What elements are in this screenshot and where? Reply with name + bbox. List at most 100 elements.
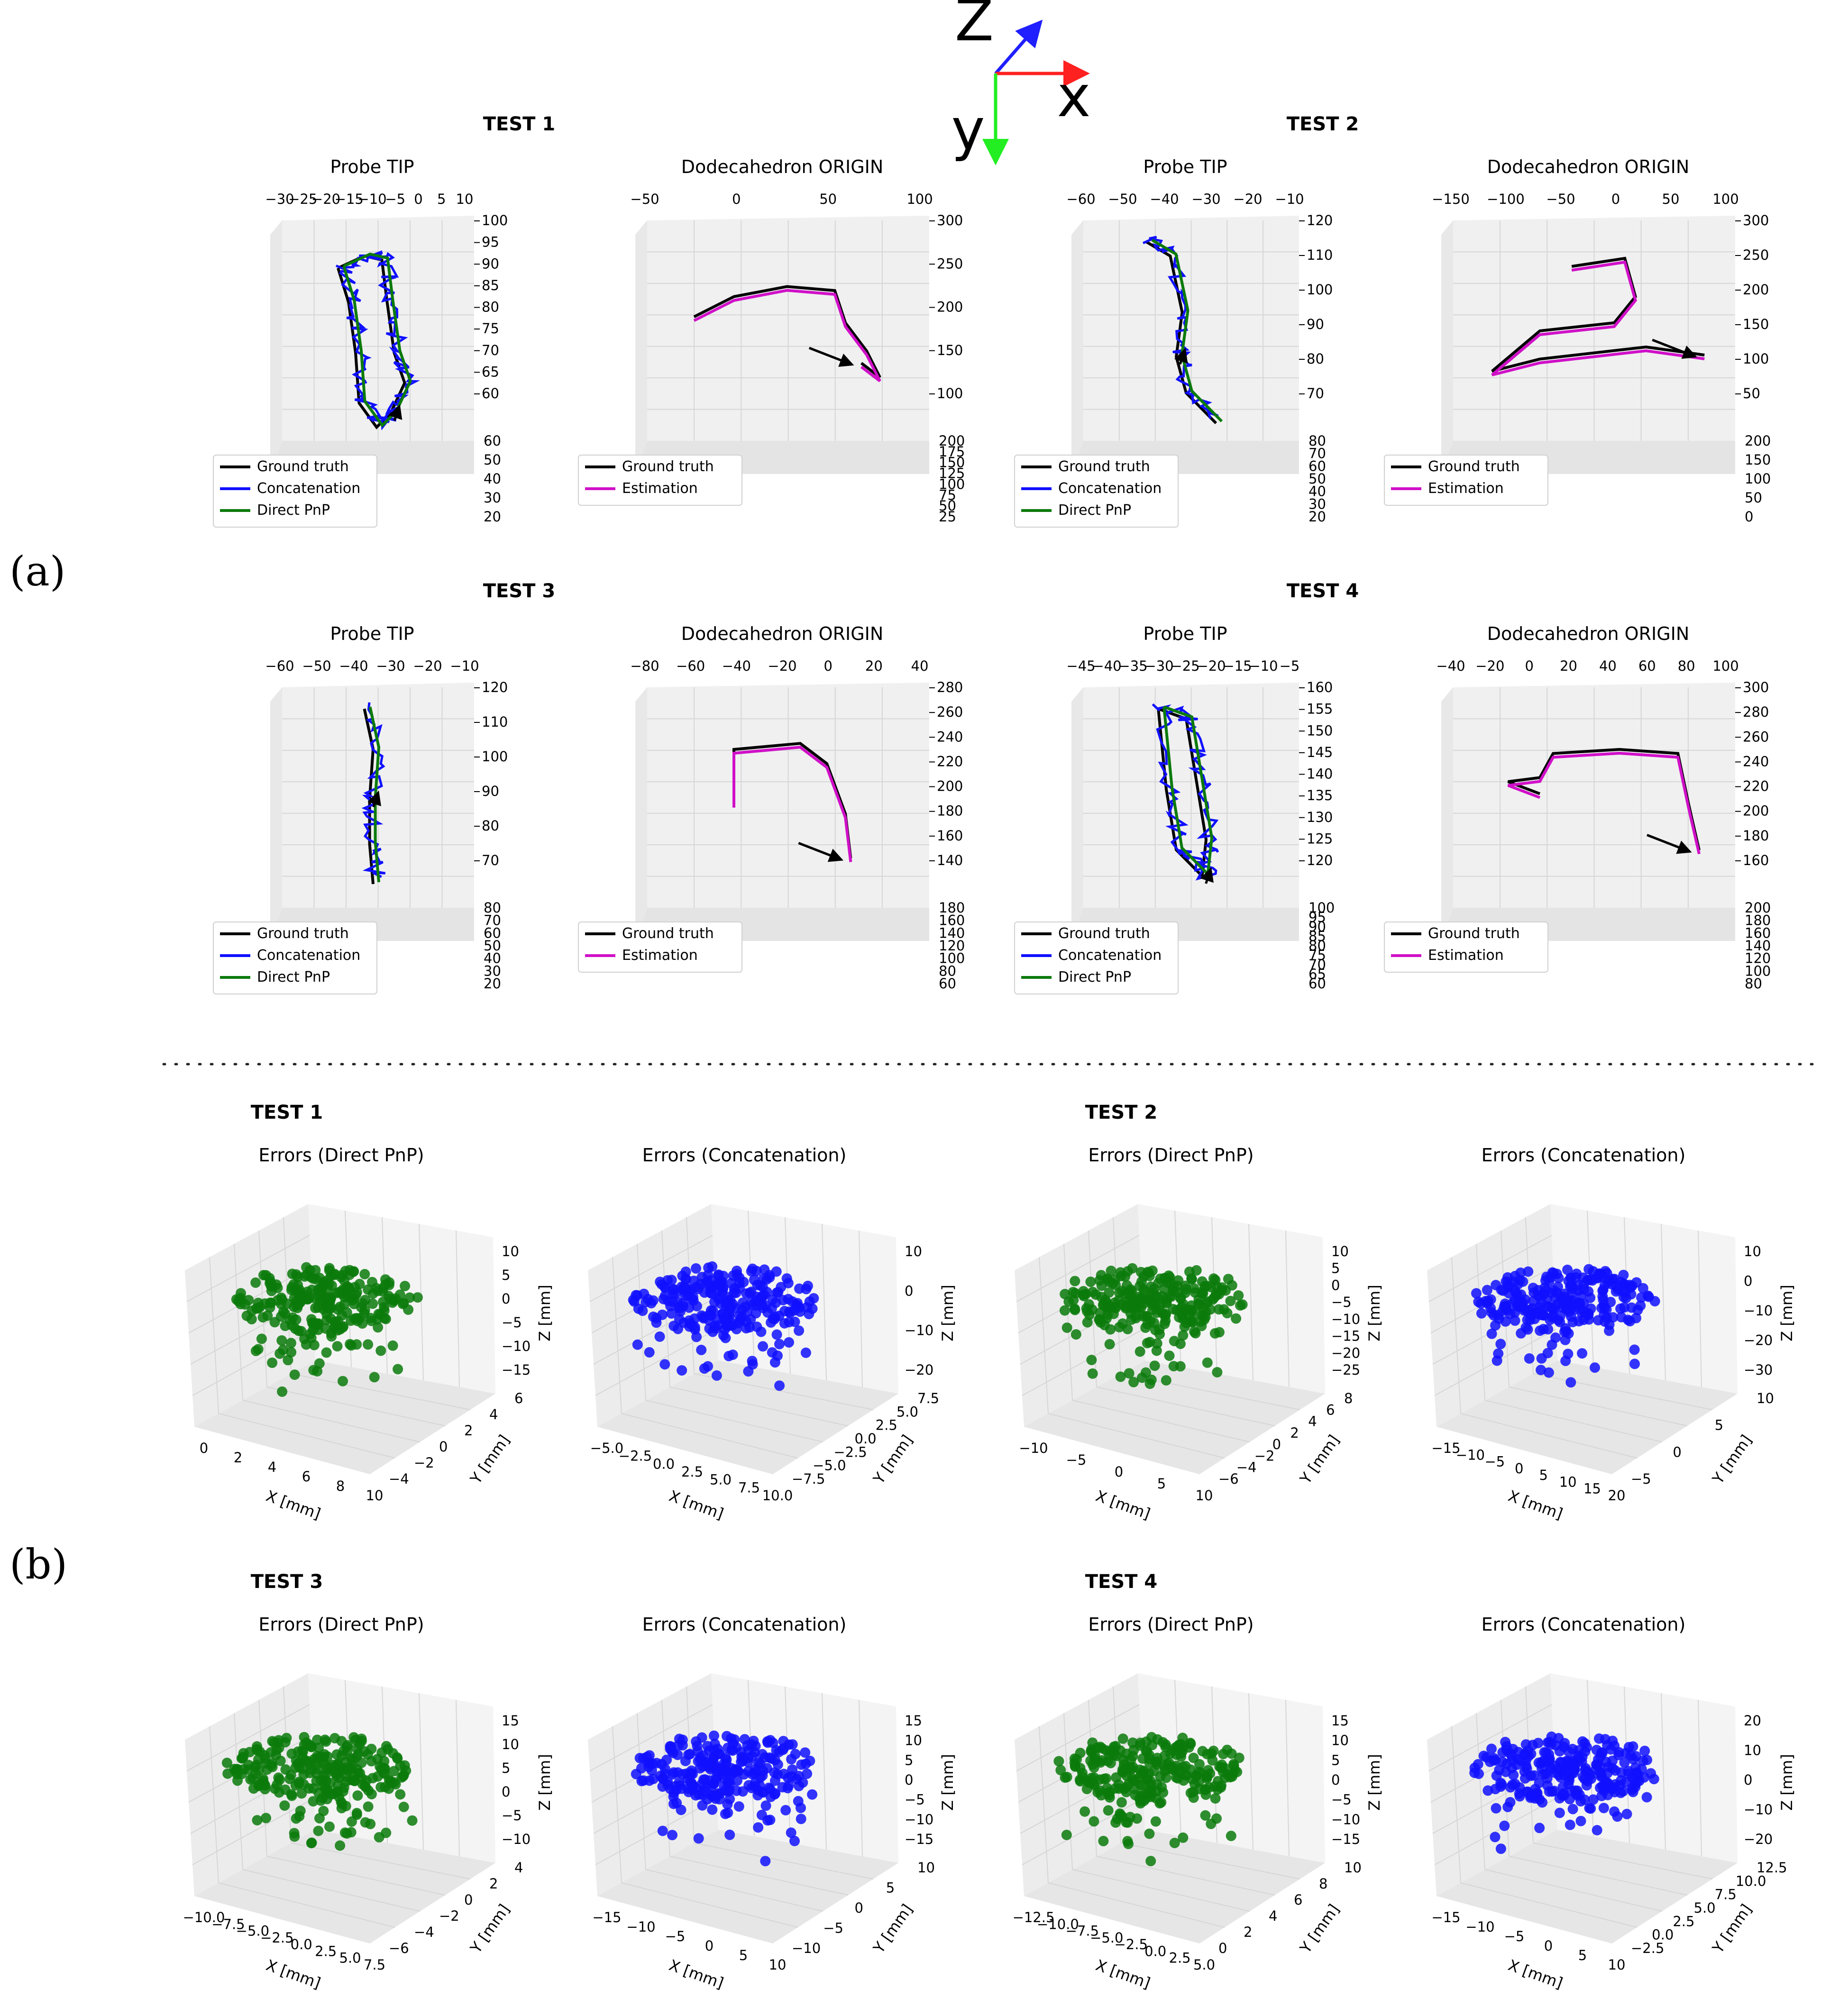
error-point [761, 1286, 772, 1297]
error-point [1551, 1268, 1562, 1279]
y-tick-label: 50 [484, 938, 501, 954]
x-tick-label: −7.5 [1066, 1923, 1099, 1939]
error-point [323, 1278, 334, 1289]
x-tick-label: −10 [1249, 658, 1278, 674]
y-tick-label: 2.5 [876, 1417, 897, 1433]
x-tick-label: −15 [335, 191, 364, 207]
error-point [338, 1284, 348, 1295]
x-tick-label: −30 [376, 658, 405, 674]
error-point [234, 1294, 245, 1305]
x-tick-label: −2.5 [1115, 1936, 1148, 1952]
y-tick-label: −5 [823, 1920, 843, 1936]
error-point [375, 1782, 386, 1793]
error-point [667, 1830, 677, 1841]
legend-label: Ground truth [1428, 925, 1520, 942]
error-point [1096, 1790, 1107, 1801]
z-tick-label: 140 [937, 852, 963, 868]
y-tick-label: −4 [414, 1924, 434, 1940]
y-tick-label: 150 [1745, 452, 1771, 468]
error-point [1594, 1268, 1605, 1279]
plot-title: Probe TIP [330, 623, 414, 644]
y-tick-label: 175 [939, 444, 965, 460]
z-tick-label: 120 [1307, 212, 1333, 228]
error-point [1142, 1774, 1153, 1785]
x-tick-label: −5.0 [1090, 1930, 1123, 1946]
error-point [1632, 1304, 1643, 1315]
error-point [232, 1764, 243, 1775]
y-tick-label: 20 [484, 976, 501, 992]
error-point [1161, 1309, 1171, 1319]
error-point [365, 1818, 376, 1829]
z-tick-label: −10 [905, 1811, 933, 1827]
error-point [1149, 1360, 1160, 1371]
error-point [688, 1276, 699, 1286]
y-tick-label: 70 [1308, 446, 1326, 462]
z-axis-label: Z [mm] [536, 1754, 554, 1810]
error-point [770, 1312, 781, 1322]
y-tick-label: 6 [514, 1390, 523, 1406]
y-tick-label: 0 [1745, 509, 1753, 525]
legend-box [1384, 455, 1548, 506]
z-tick-label: 125 [1307, 830, 1333, 847]
x-tick-label: 7.5 [738, 1479, 760, 1496]
error-point [1126, 1314, 1137, 1325]
error-point [404, 1292, 415, 1303]
error-point [751, 1291, 762, 1302]
error-point [1087, 1286, 1098, 1297]
grid-line [209, 1726, 219, 1883]
error-point [774, 1339, 785, 1350]
error-point [1546, 1312, 1557, 1323]
grid-line [234, 1243, 243, 1401]
test-label: TEST 3 [483, 580, 555, 602]
floor-pane [194, 1830, 495, 1943]
error-point [1636, 1292, 1647, 1303]
error-point [771, 1329, 782, 1340]
test-label: TEST 1 [251, 1102, 323, 1123]
error-point [1159, 1284, 1170, 1294]
error-point [1502, 1802, 1513, 1812]
error-point [1521, 1761, 1532, 1771]
error-point [659, 1763, 670, 1774]
y-tick-label: 6 [1326, 1402, 1335, 1418]
grid-line [859, 1230, 863, 1387]
error-point [1070, 1304, 1080, 1315]
x-tick-label: −60 [265, 658, 294, 674]
grid-line [186, 1704, 310, 1771]
error-point [1579, 1279, 1589, 1290]
y-tick-label: 20 [1308, 509, 1326, 525]
z-tick-label: 0 [905, 1283, 913, 1299]
error-point [1095, 1317, 1106, 1328]
error-point [324, 1821, 335, 1832]
error-point [778, 1769, 789, 1779]
y-tick-label: −4 [1236, 1460, 1257, 1476]
legend-label: Estimation [622, 480, 698, 497]
grid-line [1039, 1726, 1049, 1883]
estimation-line [1491, 260, 1705, 376]
grid-line [859, 1699, 863, 1857]
direction-arrow [1652, 338, 1697, 359]
grid-line [1063, 1713, 1073, 1870]
error-point [290, 1762, 301, 1773]
error-point [1197, 1746, 1208, 1757]
error-point [1608, 1312, 1619, 1323]
error-point [1145, 1856, 1156, 1867]
error-point [1083, 1776, 1094, 1786]
error-point [1486, 1743, 1497, 1754]
error-point [1149, 1283, 1160, 1294]
error-point [266, 1760, 276, 1770]
error-point [246, 1314, 257, 1324]
error-point [1132, 1813, 1143, 1824]
error-point [248, 1783, 259, 1794]
x-axis-label: X [mm] [1093, 1487, 1153, 1523]
grid-line [1451, 1726, 1461, 1883]
error-point [1128, 1745, 1139, 1756]
y-axis-label: Y [mm] [467, 1432, 513, 1487]
legend-label: Concatenation [1058, 480, 1162, 497]
grid-line [1501, 1699, 1510, 1857]
error-point [1174, 1739, 1184, 1750]
legend-label: Concatenation [257, 480, 360, 497]
error-point [807, 1789, 818, 1800]
x-axis-label: X [mm] [1093, 1956, 1153, 1992]
z-tick-label: 90 [482, 255, 499, 272]
legend-label: Ground truth [257, 458, 349, 475]
